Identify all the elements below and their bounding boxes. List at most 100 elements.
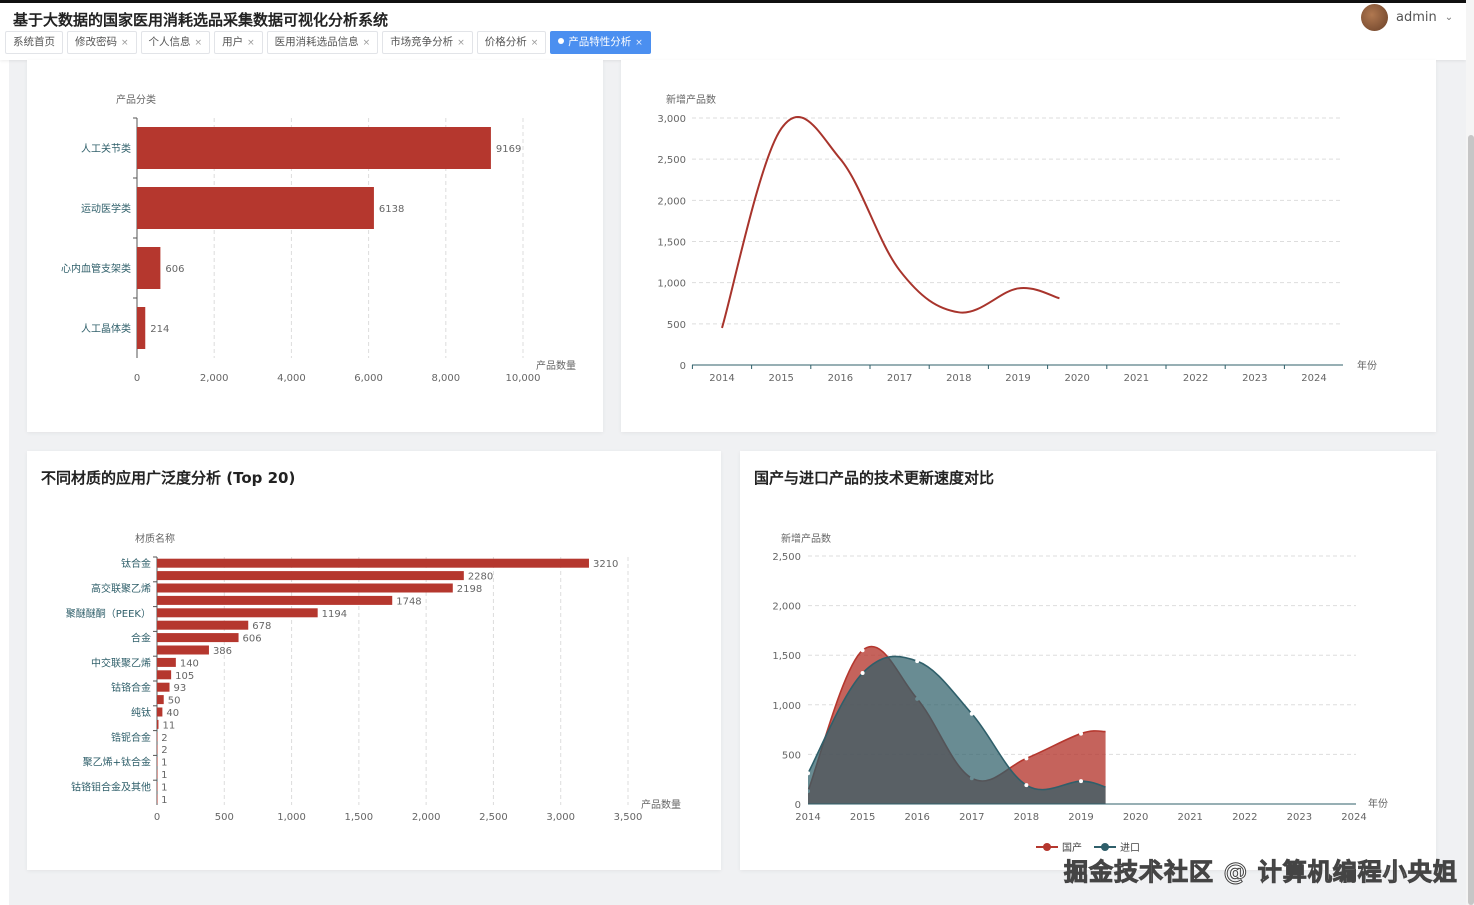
data-label: 93 xyxy=(174,683,187,694)
bar xyxy=(157,757,158,767)
close-icon[interactable]: × xyxy=(194,38,203,48)
tab-label: 修改密码 xyxy=(75,36,117,48)
data-label: 11 xyxy=(162,720,175,731)
tab-2[interactable]: 个人信息 × xyxy=(140,31,211,54)
y-tick-label: 1,500 xyxy=(772,651,801,662)
tab-label: 医用消耗选品信息 xyxy=(274,36,359,48)
bar xyxy=(157,744,158,754)
y-tick-label: 0 xyxy=(795,800,801,811)
x-axis-title: 产品数量 xyxy=(536,359,576,372)
x-tick-label: 2,500 xyxy=(479,812,508,823)
data-point xyxy=(1079,779,1083,784)
user-menu[interactable]: admin ⌄ xyxy=(1361,4,1453,31)
x-tick-label: 2021 xyxy=(1124,373,1149,384)
category-label: 人工关节类 xyxy=(81,142,131,155)
category-label: 聚乙烯+钛合金 xyxy=(83,756,151,769)
x-axis-title: 产品数量 xyxy=(641,798,681,811)
scrollbar-thumb[interactable] xyxy=(1468,135,1474,905)
tab-label: 系统首页 xyxy=(13,36,55,48)
tab-3[interactable]: 用户 × xyxy=(214,31,263,54)
x-tick-label: 1,000 xyxy=(277,812,306,823)
x-tick-label: 2018 xyxy=(1014,812,1039,823)
category-label: 钴铬合金 xyxy=(111,681,151,694)
y-tick-label: 2,500 xyxy=(772,552,801,563)
panel-material-usage: 不同材质的应用广泛度分析 (Top 20) xyxy=(27,451,721,870)
x-tick-label: 2021 xyxy=(1177,812,1202,823)
legend-label: 国产 xyxy=(1062,841,1082,854)
y-tick-label: 500 xyxy=(667,320,686,331)
x-tick-label: 0 xyxy=(154,812,160,823)
bar xyxy=(137,127,491,169)
y-tick-label: 3,000 xyxy=(657,114,686,125)
close-icon[interactable]: × xyxy=(121,38,129,48)
close-icon[interactable]: × xyxy=(457,38,465,48)
bar xyxy=(157,707,163,717)
y-tick-label: 500 xyxy=(782,750,801,761)
data-label: 214 xyxy=(150,324,169,335)
x-tick-label: 2024 xyxy=(1341,812,1366,823)
close-icon[interactable]: × xyxy=(247,38,255,48)
data-point xyxy=(915,659,920,664)
tab-label: 市场竞争分析 xyxy=(390,36,454,48)
data-label: 2198 xyxy=(457,584,482,595)
tab-5[interactable]: 市场竞争分析 × xyxy=(382,31,473,54)
data-point xyxy=(969,711,974,716)
x-tick-label: 3,500 xyxy=(614,812,643,823)
x-tick-label: 2018 xyxy=(946,373,971,384)
close-icon[interactable]: × xyxy=(362,38,371,48)
bar xyxy=(157,558,589,568)
panel-product-category xyxy=(27,60,603,432)
bar xyxy=(157,657,176,667)
x-axis-title: 年份 xyxy=(1357,359,1377,372)
tab-label: 产品特性分析 xyxy=(568,36,632,48)
bar xyxy=(137,307,146,349)
category-label: 聚醚醚酮（PEEK） xyxy=(66,607,151,620)
close-icon[interactable]: × xyxy=(635,38,643,48)
tab-7[interactable]: 产品特性分析 × xyxy=(550,31,651,54)
category-label: 合金 xyxy=(131,632,151,645)
y-tick-label: 1,000 xyxy=(772,701,801,712)
data-label: 606 xyxy=(165,264,184,275)
x-tick-label: 1,500 xyxy=(345,812,374,823)
x-tick-label: 8,000 xyxy=(431,373,460,384)
data-point xyxy=(860,648,865,653)
category-label: 中交联聚乙烯 xyxy=(91,656,151,669)
left-strip xyxy=(0,60,9,905)
x-tick-label: 500 xyxy=(215,812,234,823)
data-label: 9169 xyxy=(496,144,521,155)
bar xyxy=(157,670,172,680)
data-label: 2280 xyxy=(468,572,493,583)
data-label: 2 xyxy=(161,733,167,744)
active-dot-icon xyxy=(558,38,565,44)
category-label: 钴铬钼合金及其他 xyxy=(71,780,151,793)
y-tick-label: 2,000 xyxy=(657,196,686,207)
bar xyxy=(157,719,159,729)
x-tick-label: 2014 xyxy=(795,812,820,823)
data-label: 606 xyxy=(243,634,262,645)
legend-marker-icon xyxy=(1043,843,1051,851)
series-line xyxy=(721,115,1060,329)
tab-0[interactable]: 系统首页 xyxy=(5,31,63,54)
y-tick-label: 2,000 xyxy=(772,602,801,613)
tab-6[interactable]: 价格分析 × xyxy=(476,31,547,54)
username[interactable]: admin xyxy=(1396,10,1437,25)
close-icon[interactable]: × xyxy=(530,38,539,48)
tab-bar: 系统首页 修改密码 × 个人信息 × 用户 × 医用消耗选品信息 × 市场竞争分析 × 价格分析 × 产品… xyxy=(5,31,651,54)
watermark: 掘金技术社区 @ 计算机编程小央姐 xyxy=(1064,858,1458,887)
tab-4[interactable]: 医用消耗选品信息 × xyxy=(266,31,379,54)
tab-label: 价格分析 xyxy=(484,36,527,48)
x-tick-label: 2016 xyxy=(904,812,929,823)
data-label: 1194 xyxy=(322,609,347,620)
area-1 xyxy=(808,656,1106,804)
x-tick-label: 2,000 xyxy=(200,373,229,384)
category-label: 运动医学类 xyxy=(81,202,131,215)
chevron-down-icon[interactable]: ⌄ xyxy=(1444,12,1454,23)
bar xyxy=(157,645,209,655)
y-tick-label: 2,500 xyxy=(657,155,686,166)
y-axis-title: 产品分类 xyxy=(116,93,156,106)
avatar[interactable] xyxy=(1361,4,1388,31)
y-tick-label: 1,000 xyxy=(657,279,686,290)
y-tick-label: 1,500 xyxy=(657,238,686,249)
panel-new-products-trend xyxy=(621,60,1436,432)
tab-1[interactable]: 修改密码 × xyxy=(67,31,137,54)
